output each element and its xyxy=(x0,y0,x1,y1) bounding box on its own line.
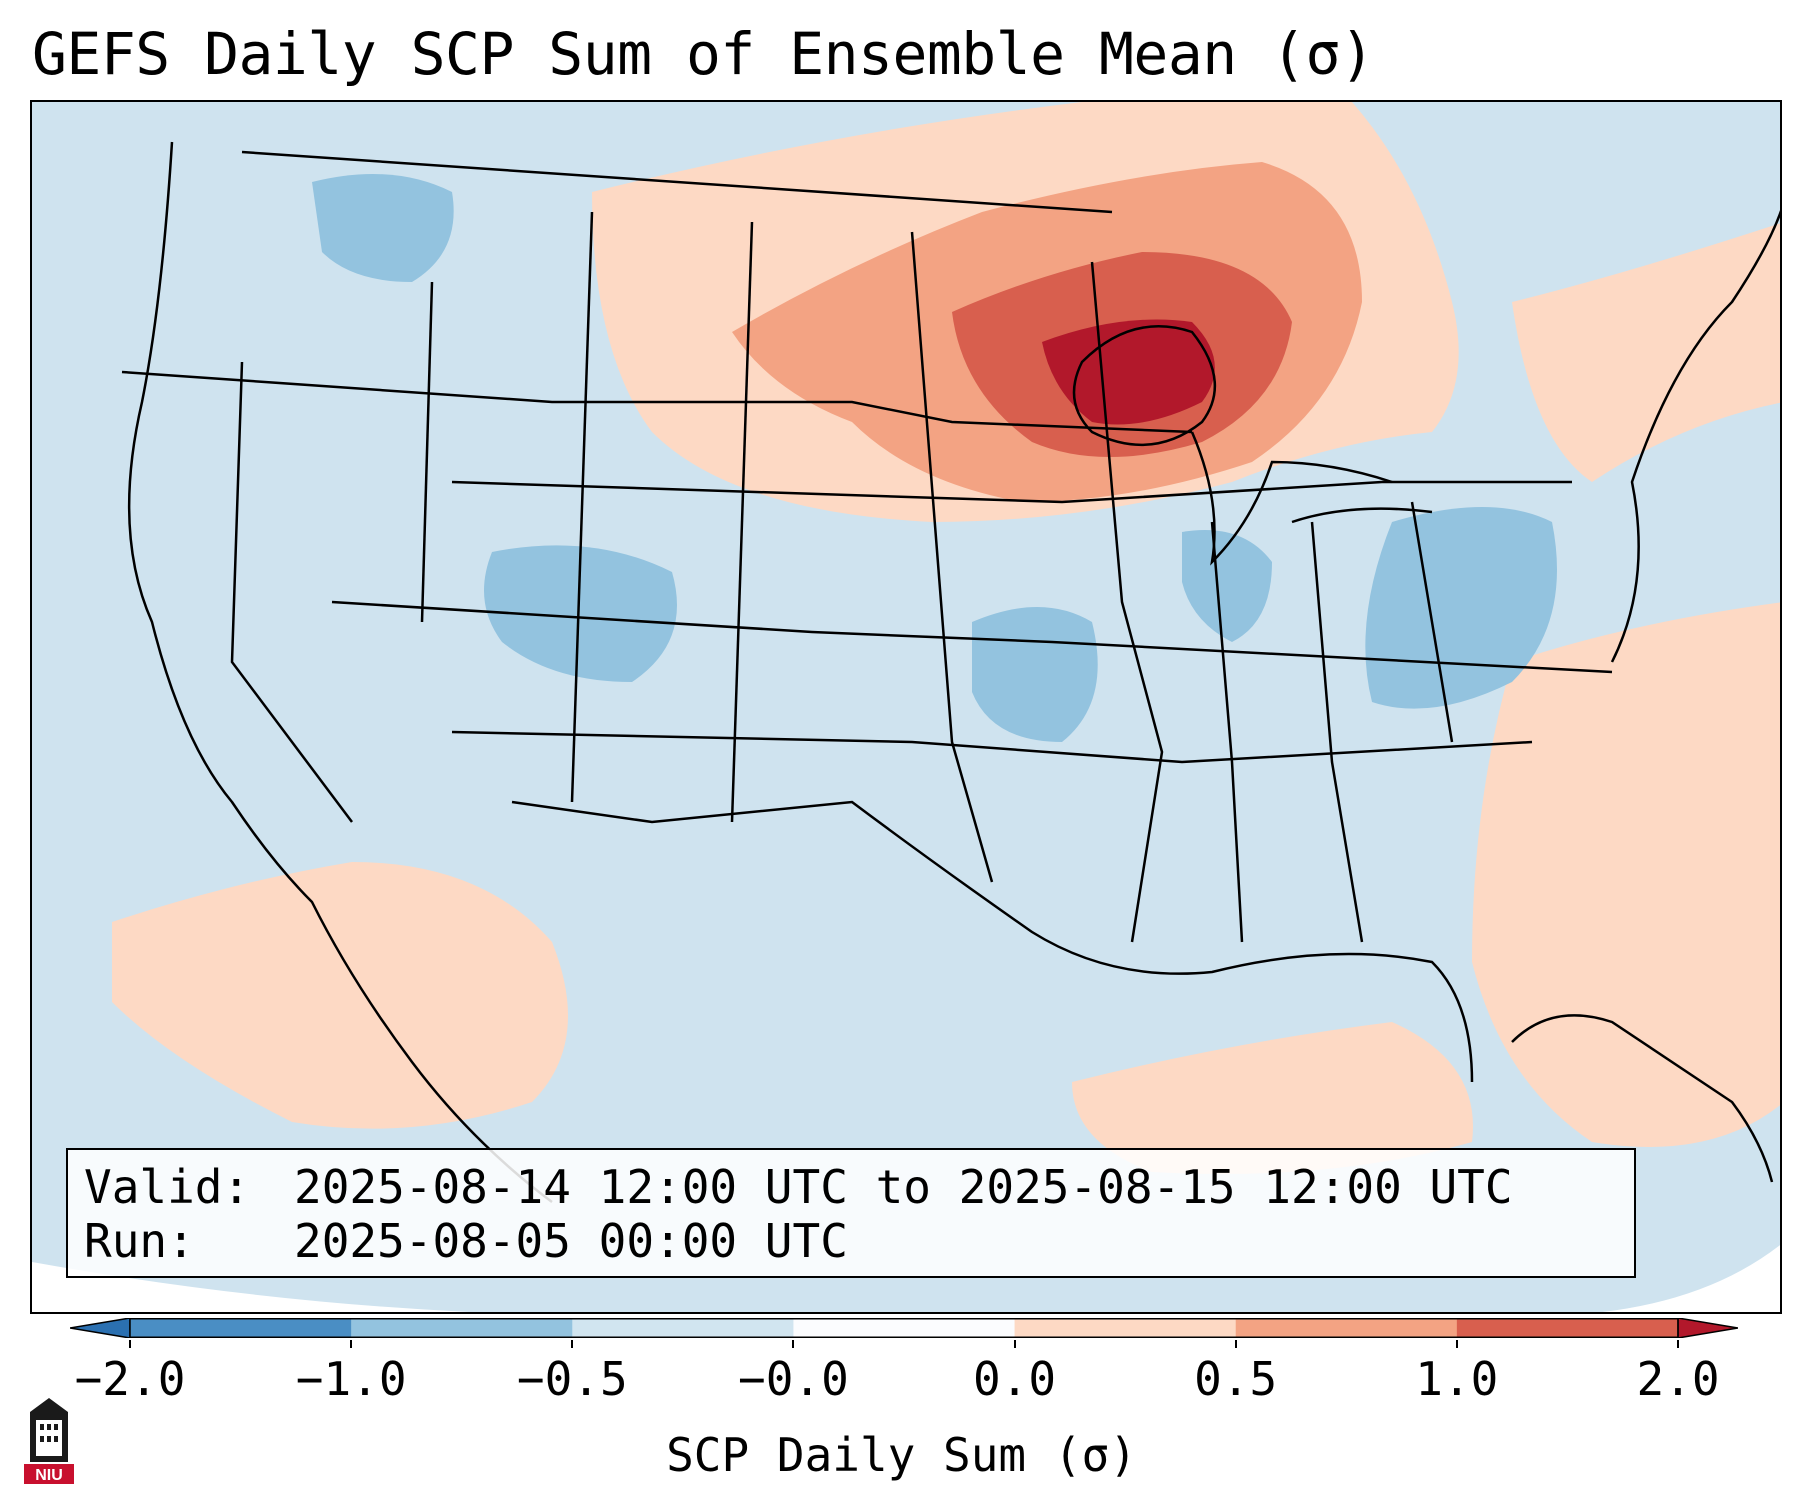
colorbar-tick-label: 2.0 xyxy=(1636,1352,1720,1406)
colorbar-tick-mark xyxy=(571,1340,574,1348)
alabama-line xyxy=(1210,521,1244,943)
colorbar-tick-label: −0.0 xyxy=(738,1352,849,1406)
great-lakes-erie xyxy=(1291,507,1433,524)
plains-border-east xyxy=(910,231,994,883)
negative-region-colorado xyxy=(484,545,677,682)
niu-logo-icon: NIU xyxy=(24,1398,74,1484)
mississippi-line xyxy=(1090,261,1164,943)
colorbar-segment xyxy=(793,1318,1016,1338)
valid-value: 2025-08-14 12:00 UTC to 2025-08-15 12:00… xyxy=(294,1160,1513,1214)
projection-edge-left xyxy=(32,1262,469,1312)
colorbar-segment xyxy=(1014,1318,1237,1338)
projection-edge-right xyxy=(1602,1245,1780,1312)
colorbar-segment xyxy=(1456,1318,1679,1338)
positive-region-northeast xyxy=(1512,223,1780,482)
positive-region-gulf xyxy=(1072,1022,1473,1174)
negative-region-midatlantic xyxy=(1365,507,1557,709)
colorbar-tick-mark xyxy=(1677,1340,1679,1348)
colorbar-tick-mark xyxy=(1455,1340,1458,1348)
nevada-border xyxy=(230,361,353,823)
colorbar-segment xyxy=(572,1318,794,1338)
niu-logo-text: NIU xyxy=(35,1467,63,1484)
negative-region-missouri xyxy=(972,607,1098,742)
great-lakes-superior xyxy=(1072,325,1217,447)
map-panel xyxy=(30,100,1782,1314)
colorbar-tick-label: 0.0 xyxy=(973,1352,1057,1406)
positive-region-southwest xyxy=(112,862,568,1129)
colorbar-segment xyxy=(130,1318,352,1338)
colorbar-tick-mark xyxy=(129,1340,131,1348)
colorbar-tick-label: −2.0 xyxy=(74,1352,186,1406)
colorbar-tick-mark xyxy=(1234,1340,1237,1348)
boundaries xyxy=(121,141,1780,1203)
colorbar-tick-mark xyxy=(792,1340,795,1348)
west-coastline xyxy=(127,141,553,1203)
valid-run-info-box: Valid: 2025-08-14 12:00 UTC to 2025-08-1… xyxy=(66,1148,1636,1278)
colorbar-extend-low xyxy=(70,1318,131,1338)
appalachian-line xyxy=(1410,501,1454,743)
positive-region-max xyxy=(1042,319,1215,425)
colorbar-ticks: −2.0 −1.0 −0.5 −0.0 0.0 0.5 1.0 2.0 xyxy=(0,1340,1803,1410)
state-line-middle xyxy=(331,600,1613,674)
colorbar-label: SCP Daily Sum (σ) xyxy=(666,1428,1137,1482)
colorbar-extend-high xyxy=(1677,1318,1738,1338)
colorbar-outline xyxy=(129,1318,1679,1338)
caribbean-islands xyxy=(1511,1014,1774,1183)
colorbar-tick-label: −1.0 xyxy=(295,1352,407,1406)
colorbar-tick-mark xyxy=(350,1340,353,1348)
chart-title: GEFS Daily SCP Sum of Ensemble Mean (σ) xyxy=(32,20,1375,88)
colorbar xyxy=(70,1318,1738,1338)
colorbar-tick-label: 0.5 xyxy=(1194,1352,1278,1406)
anomaly-field xyxy=(112,102,1780,1174)
canada-border xyxy=(241,150,1113,214)
east-coastline xyxy=(1610,210,1780,663)
georgia-line xyxy=(1310,521,1364,943)
colorbar-segment xyxy=(351,1318,573,1338)
map-canvas xyxy=(32,102,1780,1312)
plains-border-west xyxy=(730,221,754,823)
colorbar-tick-mark xyxy=(1013,1340,1016,1348)
valid-row: Valid: 2025-08-14 12:00 UTC to 2025-08-1… xyxy=(84,1160,1618,1214)
positive-region-atlantic xyxy=(1472,602,1780,1147)
run-row: Run: 2025-08-05 00:00 UTC xyxy=(84,1214,1618,1268)
state-line-north-2 xyxy=(451,480,1572,504)
colorbar-segment xyxy=(1235,1318,1458,1338)
negative-region-ohio-valley xyxy=(1182,530,1272,642)
mountain-states-border xyxy=(570,211,594,803)
colorbar-tick-label: −0.5 xyxy=(516,1352,628,1406)
negative-region-northwest xyxy=(312,174,454,282)
state-line-south xyxy=(451,730,1533,764)
state-line-north-1 xyxy=(121,370,1193,434)
great-lakes-michigan-huron xyxy=(1190,431,1393,566)
run-label: Run: xyxy=(84,1214,195,1268)
run-value: 2025-08-05 00:00 UTC xyxy=(294,1214,848,1268)
gulf-coastline xyxy=(511,800,1474,1083)
colorbar-tick-label: 1.0 xyxy=(1415,1352,1499,1406)
idaho-utah-border xyxy=(420,281,434,623)
valid-label: Valid: xyxy=(84,1160,251,1214)
